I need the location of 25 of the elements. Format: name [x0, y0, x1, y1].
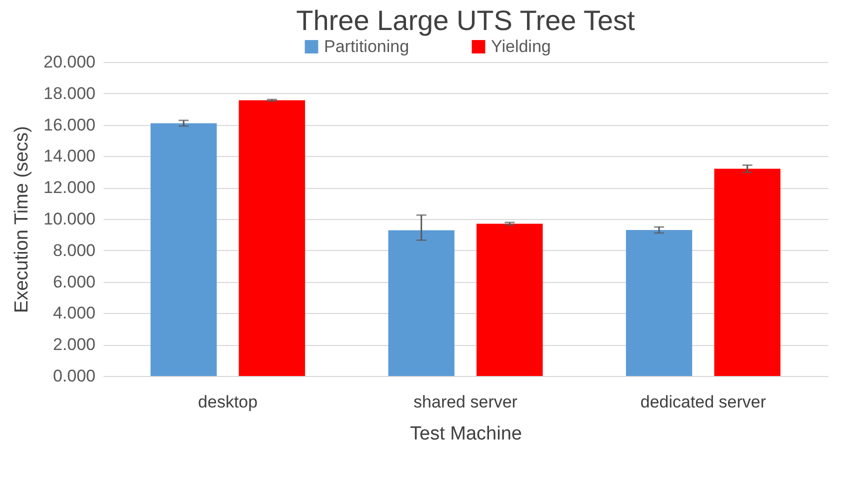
y-tick-label: 20.000 [44, 52, 96, 72]
bar [714, 168, 780, 376]
legend-label: Yielding [491, 36, 551, 56]
bar [388, 230, 454, 376]
bar [626, 230, 692, 376]
bar [150, 123, 217, 376]
y-tick-label: 6.000 [52, 272, 96, 292]
y-tick-label: 12.000 [44, 178, 96, 198]
y-tick-label: 2.000 [52, 335, 96, 354]
y-tick-label: 8.000 [52, 240, 96, 260]
y-tick-label: 0.000 [52, 366, 96, 386]
chart-title: Three Large UTS Tree Test [296, 5, 636, 36]
x-tick-label: dedicated server [640, 392, 766, 412]
x-tick-label: desktop [198, 392, 258, 412]
y-tick-label: 4.000 [52, 304, 96, 323]
y-tick-label: 16.000 [44, 115, 96, 134]
y-tick-label: 10.000 [44, 210, 96, 228]
y-tick-label: 14.000 [44, 146, 96, 166]
bar [476, 224, 543, 376]
x-tick-label: shared server [414, 392, 518, 412]
bar [238, 100, 306, 376]
legend-label: Partitioning [324, 36, 410, 56]
y-tick-label: 18.000 [44, 84, 96, 103]
y-axis-title: Execution Time (secs) [12, 126, 33, 313]
x-axis-title: Test Machine [410, 424, 522, 444]
